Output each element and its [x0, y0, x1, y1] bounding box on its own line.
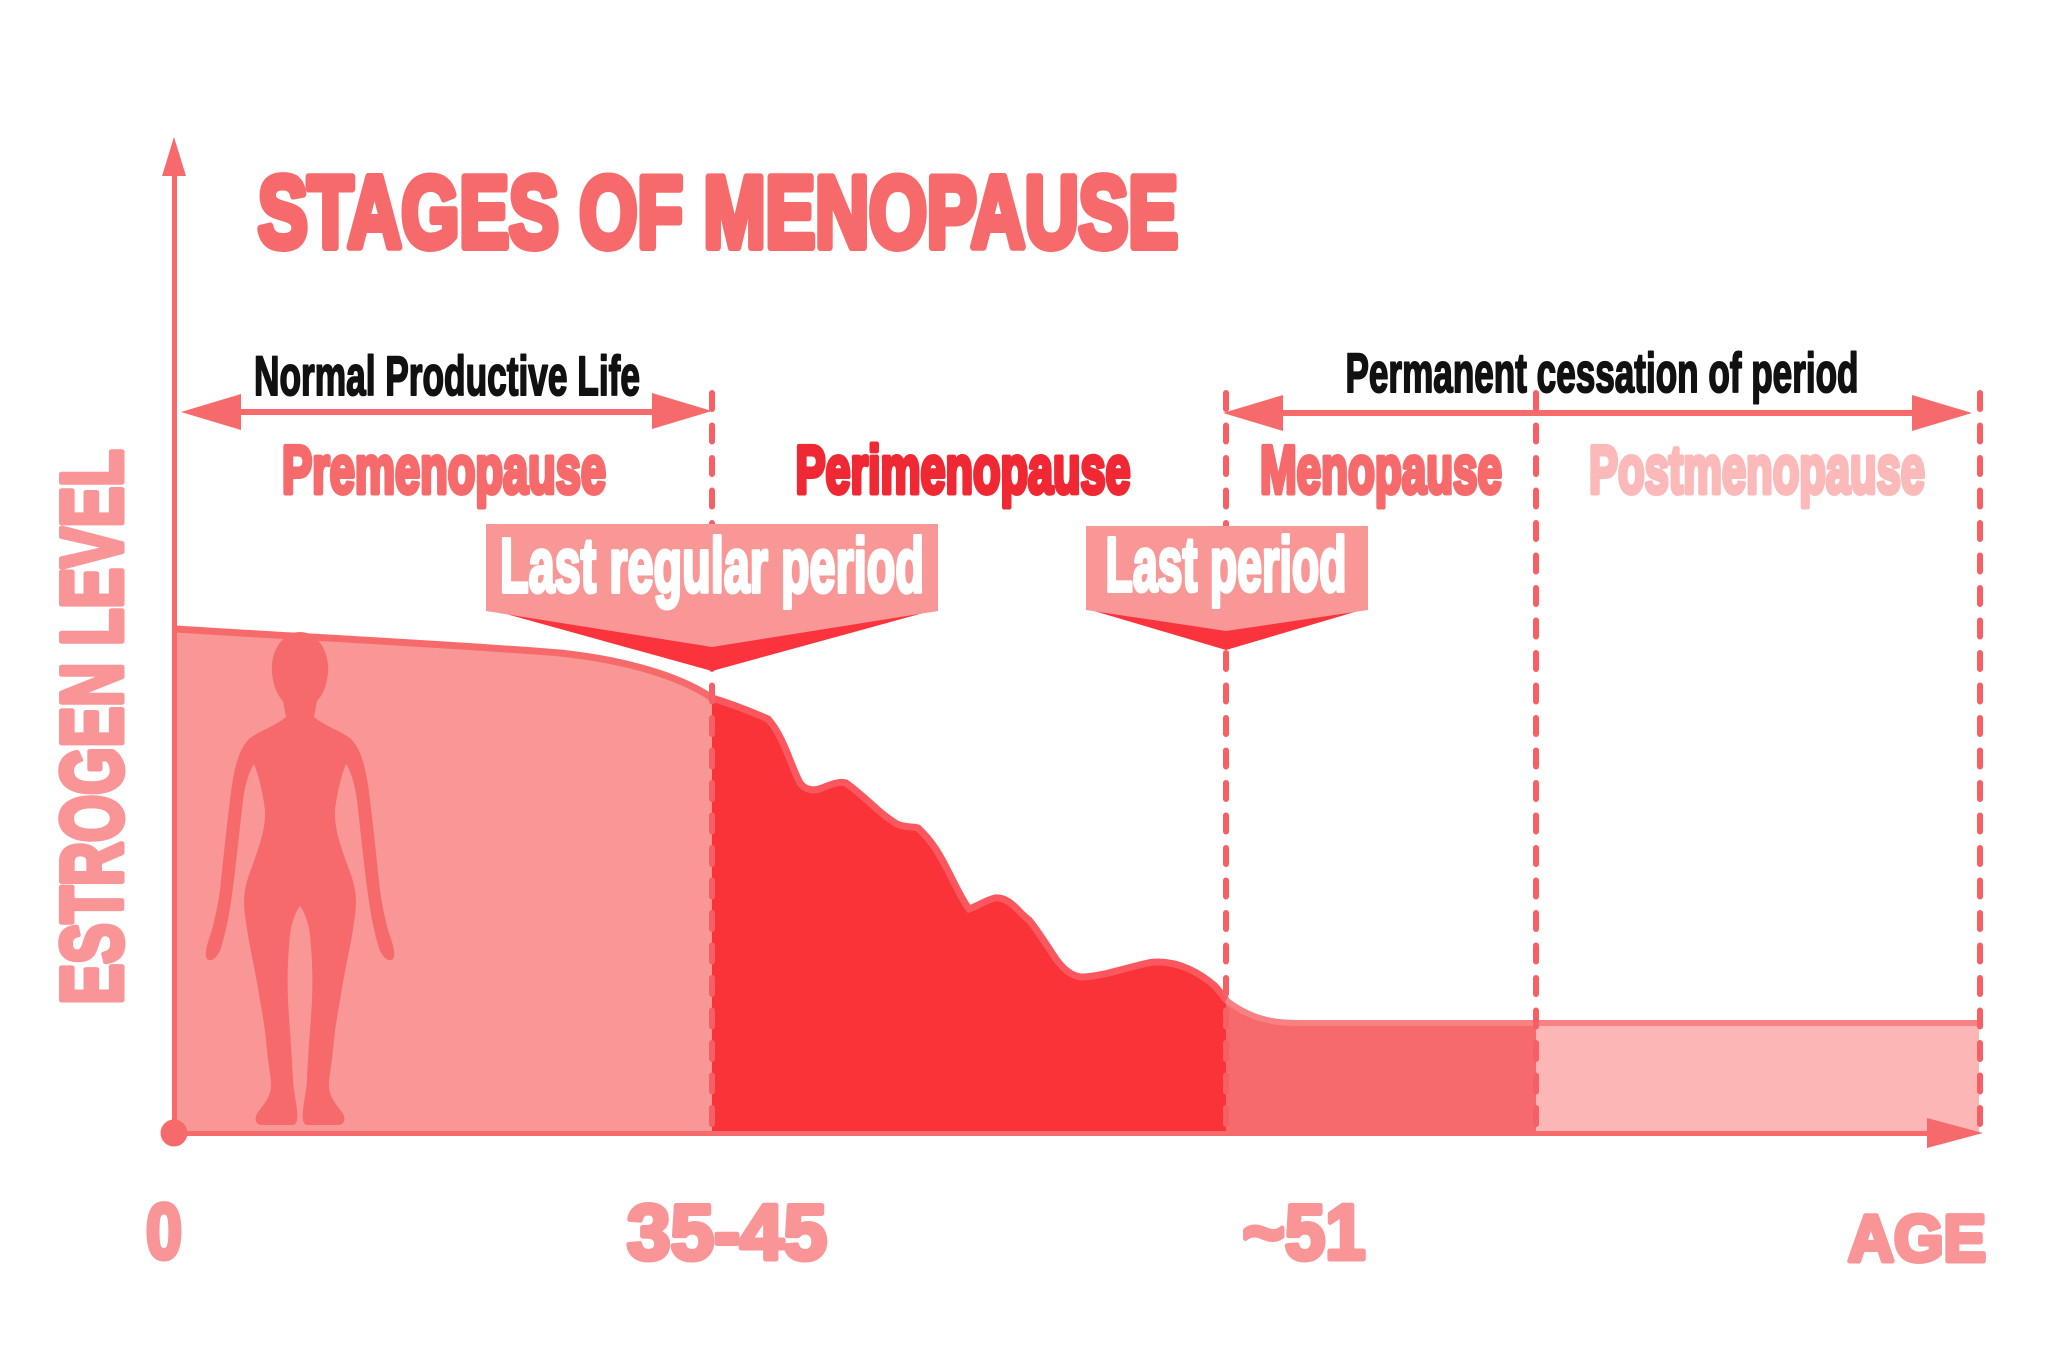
svg-text:0: 0	[146, 1187, 182, 1275]
svg-text:STAGES OF MENOPAUSE: STAGES OF MENOPAUSE	[258, 157, 1178, 269]
svg-text:35-45: 35-45	[627, 1188, 827, 1276]
svg-text:AGE: AGE	[1848, 1201, 1986, 1275]
svg-text:Postmenopause: Postmenopause	[1589, 432, 1925, 508]
svg-text:Menopause: Menopause	[1260, 432, 1502, 508]
svg-text:Normal Productive Life: Normal Productive Life	[254, 344, 640, 407]
svg-text:~51: ~51	[1243, 1188, 1366, 1276]
svg-text:ESTROGEN LEVEL: ESTROGEN LEVEL	[45, 450, 141, 1005]
svg-text:Permanent cessation of period: Permanent cessation of period	[1346, 341, 1859, 404]
svg-text:Last regular period: Last regular period	[500, 523, 924, 609]
svg-text:Perimenopause: Perimenopause	[796, 432, 1131, 508]
svg-text:Premenopause: Premenopause	[282, 432, 606, 508]
svg-text:Last period: Last period	[1106, 522, 1347, 608]
